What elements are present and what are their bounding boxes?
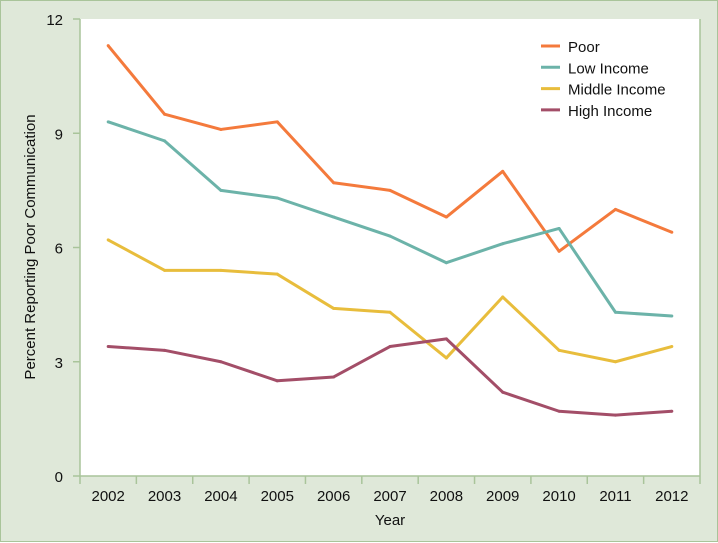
data-point-middle-income xyxy=(613,360,617,364)
data-point-poor xyxy=(501,169,505,173)
x-tick-label: 2011 xyxy=(599,488,631,505)
data-point-high-income xyxy=(388,345,392,349)
y-axis-label: Percent Reporting Poor Communication xyxy=(22,114,39,379)
data-point-low-income xyxy=(444,261,448,265)
data-point-low-income xyxy=(670,314,674,318)
data-point-middle-income xyxy=(557,348,561,352)
data-point-low-income xyxy=(501,242,505,246)
data-point-high-income xyxy=(332,375,336,379)
y-tick-label: 9 xyxy=(55,126,63,143)
legend-label-high-income: High Income xyxy=(568,103,652,120)
data-point-poor xyxy=(332,181,336,185)
data-point-low-income xyxy=(557,226,561,230)
legend-label-middle-income: Middle Income xyxy=(568,82,666,99)
y-tick-label: 6 xyxy=(55,241,63,258)
data-point-middle-income xyxy=(163,268,167,272)
data-point-poor xyxy=(163,112,167,116)
data-point-low-income xyxy=(332,215,336,219)
data-point-low-income xyxy=(163,139,167,143)
data-point-low-income xyxy=(219,188,223,192)
data-point-poor xyxy=(444,215,448,219)
data-point-high-income xyxy=(106,345,110,349)
data-point-middle-income xyxy=(670,345,674,349)
y-tick-label: 3 xyxy=(55,355,63,372)
data-point-poor xyxy=(106,44,110,48)
data-point-high-income xyxy=(275,379,279,383)
data-point-middle-income xyxy=(388,310,392,314)
x-tick-label: 2005 xyxy=(261,488,294,505)
data-point-low-income xyxy=(613,310,617,314)
x-tick-label: 2003 xyxy=(148,488,181,505)
data-point-high-income xyxy=(163,348,167,352)
x-tick-label: 2009 xyxy=(486,488,519,505)
data-point-middle-income xyxy=(501,295,505,299)
data-point-high-income xyxy=(670,409,674,413)
data-point-poor xyxy=(275,120,279,124)
data-point-high-income xyxy=(219,360,223,364)
data-point-high-income xyxy=(444,337,448,341)
y-tick-label: 12 xyxy=(46,12,63,29)
data-point-middle-income xyxy=(106,238,110,242)
plot-area xyxy=(80,19,700,476)
x-tick-label: 2012 xyxy=(655,488,688,505)
data-point-high-income xyxy=(501,390,505,394)
x-tick-label: 2010 xyxy=(542,488,575,505)
data-point-high-income xyxy=(613,413,617,417)
x-tick-label: 2008 xyxy=(430,488,463,505)
x-tick-label: 2006 xyxy=(317,488,350,505)
data-point-poor xyxy=(557,249,561,253)
data-point-middle-income xyxy=(444,356,448,360)
data-point-middle-income xyxy=(275,272,279,276)
data-point-poor xyxy=(670,230,674,234)
data-point-high-income xyxy=(557,409,561,413)
legend-label-poor: Poor xyxy=(568,39,600,56)
data-point-poor xyxy=(388,188,392,192)
data-point-low-income xyxy=(275,196,279,200)
data-point-low-income xyxy=(106,120,110,124)
x-tick-label: 2002 xyxy=(91,488,124,505)
legend-label-low-income: Low Income xyxy=(568,60,649,77)
data-point-middle-income xyxy=(219,268,223,272)
data-point-low-income xyxy=(388,234,392,238)
x-axis-label: Year xyxy=(375,512,405,529)
x-tick-label: 2007 xyxy=(373,488,406,505)
data-point-poor xyxy=(219,127,223,131)
y-tick-label: 0 xyxy=(55,469,63,486)
data-point-poor xyxy=(613,207,617,211)
data-point-middle-income xyxy=(332,306,336,310)
x-tick-label: 2004 xyxy=(204,488,237,505)
